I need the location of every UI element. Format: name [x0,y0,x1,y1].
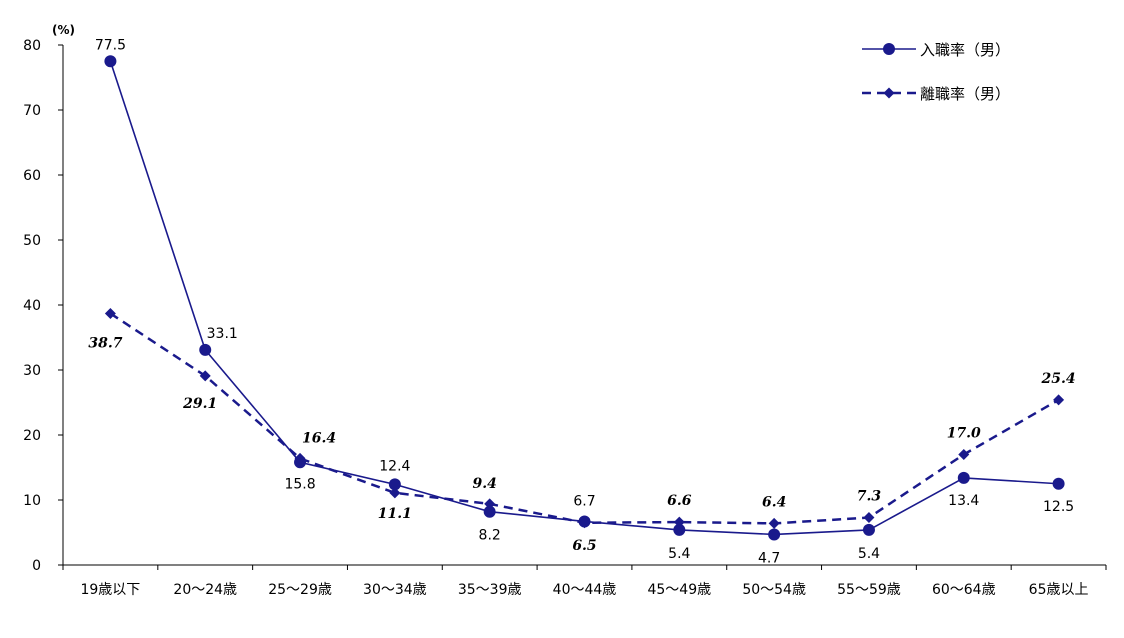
series-1-point [768,528,781,541]
x-tick-label: 20～24歳 [173,582,237,598]
axes: 0 10 20 30 40 50 60 70 80 19歳以下 20～24歳 25～29歳 30～34歳… [23,38,1107,598]
series-1-data-label: 77.5 [95,37,126,53]
x-tick-label: 55～59歳 [837,582,901,598]
x-tick-label: 45～49歳 [647,582,711,598]
series-2-data-label: 17.0 [947,426,981,442]
series-line-1 [109,61,1059,536]
legend-label-1: 入職率（男） [920,41,1010,59]
series-1-data-label: 15.8 [284,476,315,492]
y-tick-label: 0 [32,558,41,574]
x-tick-label: 35～39歳 [458,582,522,598]
series-2-point [1053,394,1065,406]
series-1-data-label: 33.1 [207,326,238,342]
series-1-point [862,523,875,536]
series-1-point [104,55,117,68]
y-unit-label: (%) [52,23,75,37]
series-1-point [673,523,686,536]
x-tick-label: 50～54歳 [742,582,806,598]
y-tick-label: 60 [23,168,41,184]
series-1-point [957,471,970,484]
legend-marker-circle [883,43,895,55]
series-2-point [958,449,970,460]
series-1-data-label: 5.4 [668,546,690,562]
y-tick-label: 10 [23,493,41,509]
series-1-point [388,478,401,491]
x-tick-label: 25～29歳 [268,582,332,598]
x-tick-label: 30～34歳 [363,582,427,598]
legend-marker-diamond [883,87,895,99]
legend: 入職率（男） 離職率（男） [862,41,1010,103]
series-1-data-label: 12.4 [379,458,410,474]
series-2-point [673,516,685,528]
series-2-point [389,487,401,499]
y-tick-label: 40 [23,298,41,314]
series-2-point [294,452,306,464]
y-tick-label: 30 [23,363,41,379]
series-1-data-label: 5.4 [858,546,880,562]
series-1-point [199,343,212,356]
series-2-point [768,517,780,529]
data-labels: 77.5 33.1 15.8 12.4 8.2 6.7 5.4 4.7 5.4 13.4 12.5 3… [88,37,1075,566]
series-2-data-label: 29.1 [182,396,217,412]
x-tick-label: 65歳以上 [1029,582,1089,598]
series-2-data-label: 6.6 [667,493,692,509]
x-tick-label: 40～44歳 [553,582,617,598]
series-2-data-label: 6.4 [762,494,786,510]
series-line-2 [109,312,1060,525]
series-2-point [104,307,116,319]
series-1-point [1052,477,1065,490]
series-2-data-label: 7.3 [857,489,882,505]
series-2-data-label: 11.1 [378,506,412,522]
series-2-data-label: 9.4 [473,476,497,492]
series-2-point [579,517,590,529]
x-tick-label: 60～64歳 [932,582,996,598]
series-1-data-label: 4.7 [758,550,780,566]
y-tick-label: 70 [23,103,41,119]
series-2-point [484,498,496,510]
y-tick-label: 50 [23,233,41,249]
y-tick-label: 80 [23,38,41,54]
series-1-data-label: 6.7 [573,493,595,509]
series-2-point [863,512,875,524]
series-2-data-label: 25.4 [1041,371,1076,387]
series-1-point [483,505,496,518]
series-2-data-label: 16.4 [302,430,336,446]
series-1-data-label: 8.2 [479,528,501,544]
x-tick-label: 19歳以下 [80,582,140,598]
series-2-data-label: 38.7 [88,335,122,351]
series-1-data-label: 12.5 [1043,499,1074,515]
y-tick-label: 20 [23,428,41,444]
legend-label-2: 離職率（男） [920,85,1010,103]
series-2-data-label: 6.5 [572,538,596,554]
series-group [104,55,1065,541]
series-1-data-label: 13.4 [948,493,979,509]
series-2-point [199,370,211,382]
